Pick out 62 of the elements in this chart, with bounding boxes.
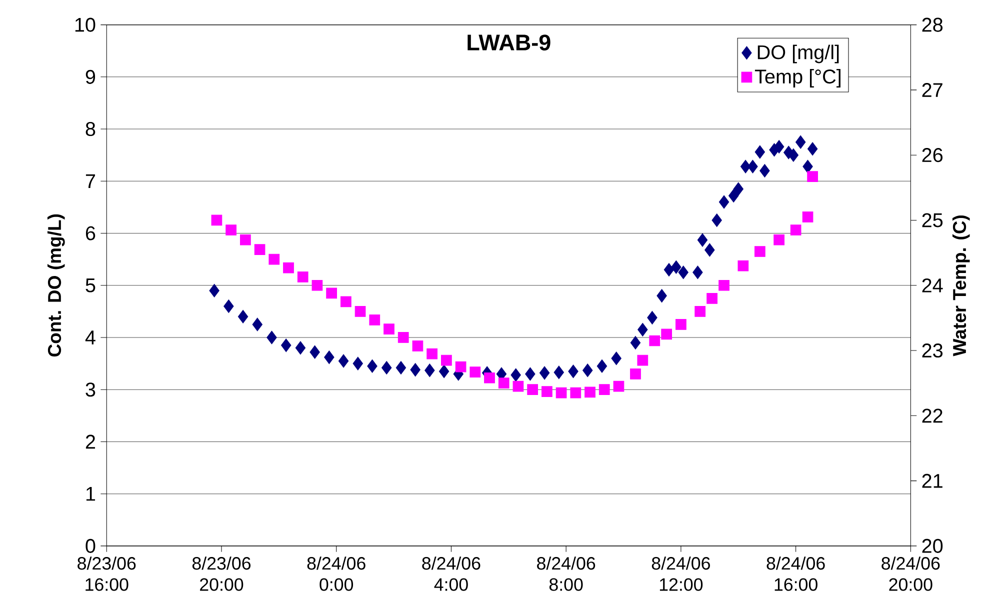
point [384, 323, 394, 334]
y-tick-label: 3 [86, 382, 96, 396]
x-tick-label: 8/24/06 4:00 [422, 556, 480, 591]
point [312, 280, 323, 291]
y-tick-label: 7 [86, 174, 95, 188]
point [613, 380, 624, 392]
y-tick-label: 8 [86, 122, 96, 136]
y2-tick-label: 24 [922, 278, 943, 292]
x-tick-label: 8/23/06 16:00 [78, 556, 136, 591]
point [584, 386, 596, 398]
point [240, 234, 251, 245]
point [542, 386, 552, 397]
point [326, 288, 337, 298]
y2-tick-label: 28 [922, 18, 943, 32]
point [354, 306, 366, 317]
point [268, 254, 280, 265]
y-tick-label: 0 [86, 538, 96, 553]
y2-axis-title: Water Temp. (C) [952, 215, 970, 356]
point [455, 361, 466, 372]
y2-tick-label: 27 [922, 82, 942, 97]
point [398, 332, 409, 343]
point [570, 387, 582, 398]
y-tick-label: 9 [86, 70, 96, 84]
y-tick-label: 10 [75, 18, 96, 32]
point [426, 348, 438, 359]
y2-tick-label: 22 [922, 408, 942, 422]
point [470, 366, 481, 378]
y-axis-title: Cont. DO (mg/L) [47, 214, 65, 356]
point [598, 384, 610, 395]
point [556, 387, 567, 398]
chart-title: LWAB-9 [468, 34, 550, 50]
legend-label: Temp [°C] [754, 68, 840, 88]
x-tick-label: 8/24/06 16:00 [766, 556, 825, 591]
point [441, 354, 452, 366]
point [283, 262, 294, 273]
point [512, 380, 524, 392]
y2-tick-label: 21 [922, 474, 942, 488]
y2-tick-label: 25 [922, 212, 943, 228]
y-tick-label: 6 [86, 226, 96, 240]
point [484, 372, 495, 384]
point [226, 224, 236, 236]
y-tick-label: 2 [86, 434, 95, 448]
x-tick-label: 8/24/06 0:00 [307, 556, 366, 591]
x-tick-label: 8/24/06 12:00 [652, 556, 710, 591]
point [297, 271, 308, 282]
point [498, 377, 510, 388]
point [254, 244, 266, 255]
legend-label: DO [mg/l] [758, 44, 839, 63]
y2-tick-label: 23 [922, 343, 943, 358]
y2-tick-label: 20 [922, 538, 943, 553]
y-tick-label: 4 [85, 330, 96, 344]
point [340, 296, 352, 307]
point [211, 214, 222, 226]
point [369, 314, 380, 326]
x-tick-label: 8/24/06 20:00 [882, 556, 940, 591]
x-tick-label: 8/23/06 20:00 [192, 556, 251, 591]
x-tick-label: 8/24/06 8:00 [537, 556, 596, 591]
y2-tick-label: 26 [922, 148, 943, 162]
point [412, 340, 424, 352]
y-tick-label: 1 [86, 486, 96, 500]
y-tick-label: 5 [86, 278, 96, 292]
point [527, 384, 538, 395]
